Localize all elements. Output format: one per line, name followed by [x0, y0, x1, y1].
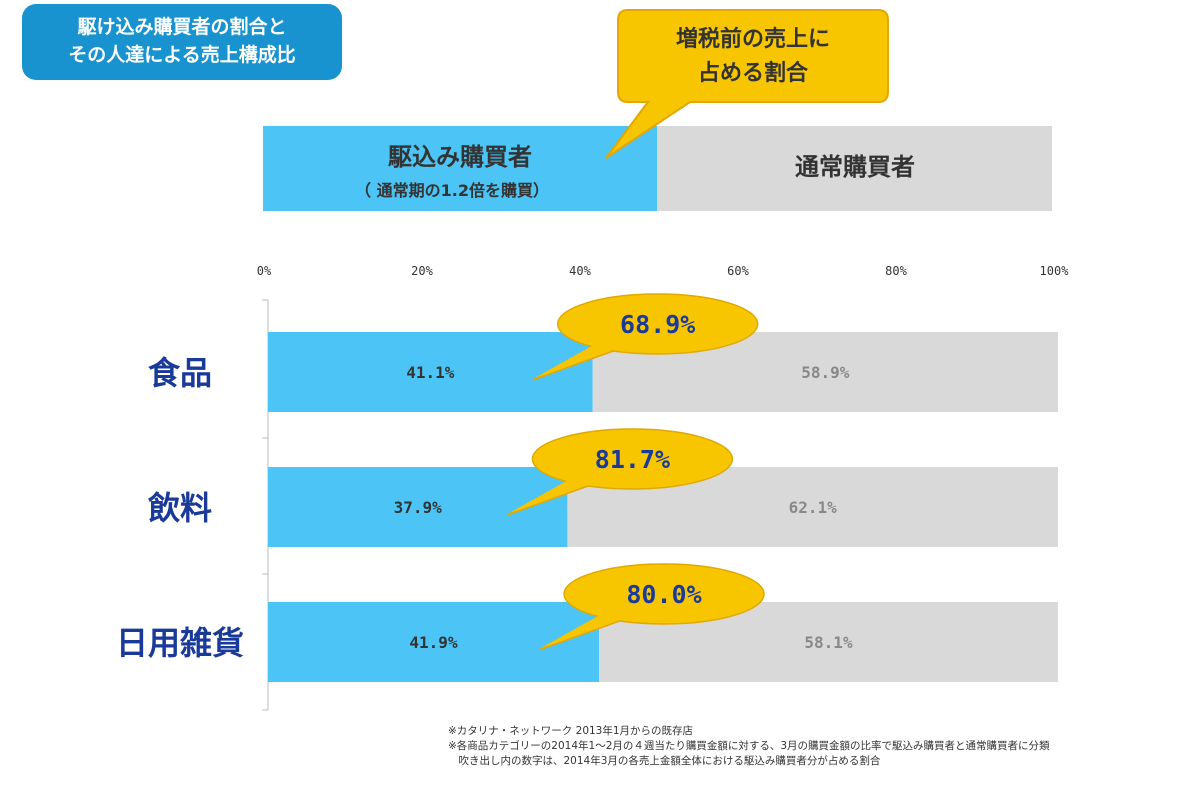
legend-rush-label: 駆込み購買者	[388, 143, 532, 171]
footnote: ※カタリナ・ネットワーク 2013年1月からの既存店	[448, 725, 694, 737]
callout-value: 80.0%	[626, 580, 701, 609]
legend-normal-label: 通常購買者	[795, 153, 915, 181]
legend-rush-segment	[263, 126, 657, 211]
bar-rush	[268, 467, 568, 547]
callout-line-1: 増税前の売上に	[676, 26, 830, 52]
callout-value: 81.7%	[595, 445, 670, 474]
footnotes: ※カタリナ・ネットワーク 2013年1月からの既存店 ※各商品カテゴリーの201…	[448, 724, 1050, 769]
bar-rush	[268, 602, 600, 682]
legend-normal-segment	[657, 126, 1052, 211]
bar-normal-label: 62.1%	[789, 498, 838, 517]
category-label: 日用雑貨	[116, 624, 244, 662]
footnote: ※各商品カテゴリーの2014年1～2月の４週当たり購買金額に対する、3月の購買金…	[448, 740, 1050, 752]
title-line-2: その人達による売上構成比	[68, 44, 296, 66]
callout-value: 68.9%	[620, 310, 695, 339]
chart-title-box: 駆け込み購買者の割合と その人達による売上構成比	[22, 4, 342, 80]
title-line-1: 駆け込み購買者の割合と	[77, 16, 287, 38]
bar-rush-label: 37.9%	[394, 498, 443, 517]
bar-rush	[268, 332, 593, 412]
callout-line-2: 占める割合	[698, 60, 809, 86]
bar-normal-label: 58.1%	[804, 633, 853, 652]
callout-tail-fill	[534, 336, 636, 378]
callout-tail-fill	[509, 471, 611, 513]
footnote: 吹き出し内の数字は、2014年3月の各売上金額全体における駆込み購買者分が占める…	[448, 755, 881, 767]
x-tick-label: 80%	[885, 264, 907, 278]
x-tick-label: 0%	[257, 264, 272, 278]
x-tick-label: 60%	[727, 264, 749, 278]
bar-rush-label: 41.9%	[409, 633, 458, 652]
x-tick-label: 100%	[1040, 264, 1070, 278]
legend-rush-sublabel: （ 通常期の1.2倍を購買）	[355, 181, 549, 200]
callout-bubble	[605, 9, 889, 159]
callout-tail-fill	[541, 606, 643, 648]
category-label: 食品	[148, 354, 212, 392]
bar-normal-label: 58.9%	[801, 363, 850, 382]
category-label: 飲料	[148, 489, 212, 527]
x-tick-label: 40%	[569, 264, 591, 278]
bar-rush-label: 41.1%	[406, 363, 455, 382]
x-tick-label: 20%	[411, 264, 433, 278]
